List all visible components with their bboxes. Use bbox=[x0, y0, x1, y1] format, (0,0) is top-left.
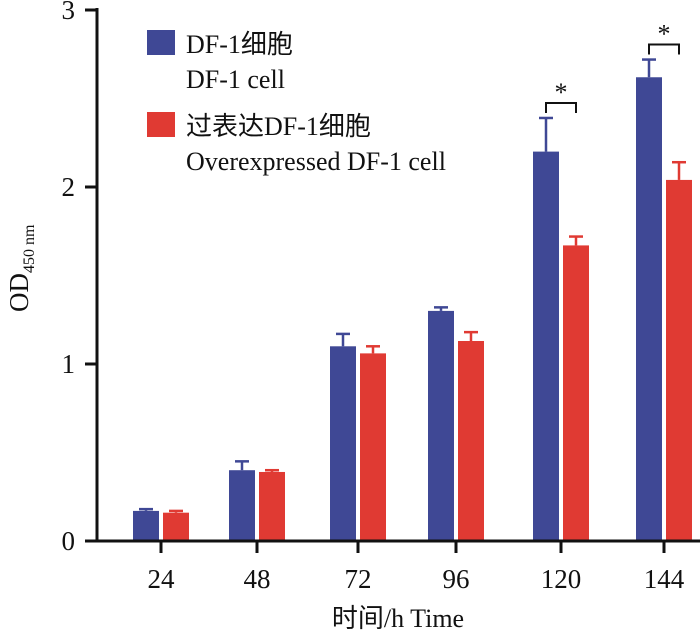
bar-overexp-120 bbox=[563, 245, 589, 541]
y-axis-title-subscript: 450 nm bbox=[21, 224, 38, 273]
bar-df1-48 bbox=[229, 470, 255, 541]
bar-overexp-24 bbox=[163, 512, 189, 541]
bar-df1-72 bbox=[330, 346, 356, 541]
bars-layer bbox=[133, 58, 692, 542]
y-tick-label-0: 0 bbox=[62, 526, 76, 556]
axes-layer: * * 0 1 2 3 24 48 72 96 120 144 时间/h Time OD450 nm bbox=[4, 0, 700, 633]
x-tick-label-120: 120 bbox=[541, 564, 582, 594]
y-tick-label-2: 2 bbox=[62, 172, 76, 202]
bar-df1-24 bbox=[133, 510, 159, 541]
legend-label-1: 过表达DF-1细胞 bbox=[186, 112, 371, 141]
x-tick-label-96: 96 bbox=[443, 564, 470, 594]
bar-df1-144 bbox=[636, 77, 662, 541]
legend-swatch-1 bbox=[147, 112, 175, 137]
y-axis-title: OD450 nm bbox=[4, 224, 38, 312]
x-tick-label-24: 24 bbox=[148, 564, 176, 594]
legend-label-en-1: Overexpressed DF-1 cell bbox=[186, 147, 446, 176]
y-axis-title-main: OD bbox=[4, 273, 34, 312]
y-tick-label-1: 1 bbox=[62, 349, 76, 379]
bar-overexp-48 bbox=[259, 471, 285, 541]
bar-overexp-144 bbox=[666, 179, 692, 542]
x-axis-title: 时间/h Time bbox=[332, 604, 464, 633]
bar-overexp-72 bbox=[360, 353, 386, 541]
x-tick-label-48: 48 bbox=[244, 564, 271, 594]
bar-df1-120 bbox=[533, 151, 559, 541]
legend-label-0: DF-1细胞 bbox=[186, 30, 293, 59]
bar-overexp-96 bbox=[458, 340, 484, 541]
x-tick-label-72: 72 bbox=[345, 564, 372, 594]
significance-bracket-120 bbox=[545, 101, 577, 113]
significance-star-144: * bbox=[658, 20, 671, 49]
bar-df1-96 bbox=[428, 310, 454, 541]
significance-bracket-144 bbox=[648, 43, 680, 55]
significance-star-120: * bbox=[555, 78, 568, 107]
legend-swatch-0 bbox=[147, 30, 175, 55]
legend-label-en-0: DF-1 cell bbox=[186, 65, 285, 94]
y-tick-label-3: 3 bbox=[62, 0, 76, 25]
legend: DF-1细胞 DF-1 cell 过表达DF-1细胞 Overexpressed DF… bbox=[147, 30, 446, 176]
x-tick-label-144: 144 bbox=[644, 564, 685, 594]
